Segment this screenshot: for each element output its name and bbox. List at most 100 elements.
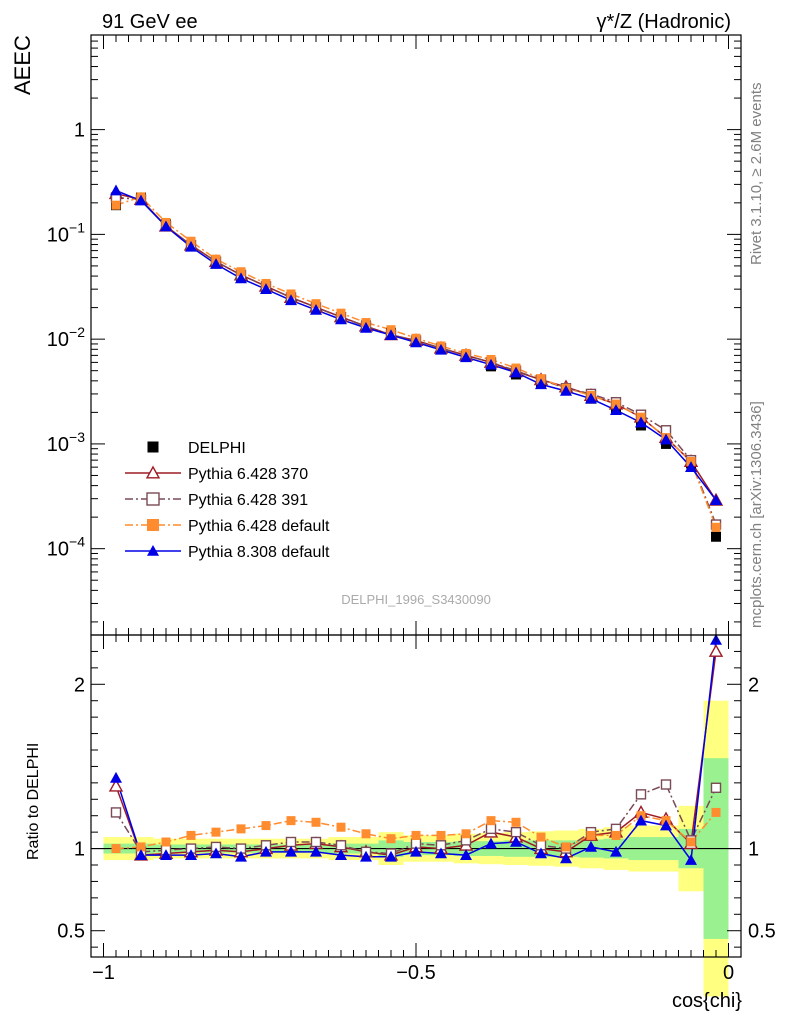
main-y-axis-label: AEEC — [10, 35, 35, 95]
ratio-pythia-6-428-default-point — [461, 829, 471, 839]
ratio-y-tick-label: 0.5 — [748, 921, 776, 943]
legend-pythia-6-428-default-label: Pythia 6.428 default — [188, 518, 330, 535]
ratio-pythia-8-308-default-point — [360, 850, 372, 862]
ratio-y-tick-label: 1 — [74, 839, 85, 861]
main-y-tick-label: 10−2 — [47, 324, 85, 351]
x-tick-label: −0.5 — [396, 962, 435, 984]
main-pythia-6-428-default-point — [711, 522, 721, 532]
main-pythia-8-308-default-point — [485, 358, 497, 370]
ratio-pythia-6-428-default-point — [136, 842, 146, 852]
legend-pythia-6-428-391-marker — [146, 492, 160, 506]
main-pythia-8-308-default-point — [110, 184, 122, 196]
main-y-tick-label: 10−1 — [47, 219, 85, 246]
ratio-pythia-6-428-391-point — [335, 840, 347, 851]
ratio-y-tick-label: 2 — [748, 674, 759, 696]
main-pythia-8-308-default-point — [335, 313, 347, 325]
ratio-pythia-6-428-default-point — [486, 816, 496, 826]
ratio-pythia-6-428-default-point — [261, 821, 271, 831]
main-y-tick-label: 10−4 — [47, 534, 85, 561]
main-pythia-8-308-default-point — [210, 258, 222, 269]
main-pythia-8-308-default-point — [560, 384, 572, 396]
legend-pythia-6-428-391-label: Pythia 6.428 391 — [188, 492, 308, 509]
main-pythia-8-308-default-point — [635, 416, 647, 428]
ratio-pythia-6-428-370-line — [115, 651, 717, 856]
ratio-pythia-8-308-default-point — [335, 849, 347, 860]
main-pythia-8-308-default-point — [135, 194, 147, 206]
ratio-pythia-8-308-default-point — [535, 847, 547, 859]
ratio-pythia-8-308-default-point — [560, 852, 572, 864]
main-pythia-8-308-default-point — [460, 351, 472, 363]
ratio-pythia-8-308-default-point — [235, 850, 247, 862]
legend-delphi-label: DELPHI — [188, 440, 246, 457]
ratio-pythia-6-428-default-point — [311, 817, 321, 827]
ratio-pythia-8-308-default-point — [660, 819, 672, 831]
main-pythia-8-308-default-point — [585, 392, 597, 404]
legend-pythia-8-308-default-marker — [147, 545, 159, 556]
main-pythia-8-308-default-point — [410, 336, 422, 348]
ratio-pythia-8-308-default-point — [585, 840, 597, 852]
legend-pythia-8-308-default-label: Pythia 8.308 default — [188, 544, 330, 561]
ratio-pythia-6-428-default-point — [211, 827, 221, 837]
main-pythia-6-428-default-point — [111, 200, 121, 210]
main-pythia-8-308-default-point — [385, 329, 397, 341]
ratio-pythia-8-308-default-point — [135, 849, 147, 860]
ratio-y-tick-label: 1 — [748, 839, 759, 861]
ratio-pythia-6-428-default-point — [236, 824, 246, 834]
main-pythia-8-308-default-point — [185, 240, 197, 252]
ratio-pythia-8-308-default-point — [685, 854, 697, 865]
ratio-pythia-8-308-default-point — [110, 771, 122, 783]
ratio-pythia-8-308-default-point — [160, 849, 172, 860]
main-pythia-6-428-default-point — [336, 308, 346, 318]
main-pythia-8-308-default-point — [435, 343, 447, 355]
main-pythia-8-308-default-point — [510, 366, 522, 378]
ratio-pythia-8-308-default-point — [460, 849, 472, 860]
ratio-pythia-6-428-391-point — [710, 782, 722, 793]
main-pythia-8-308-default-point — [710, 494, 722, 506]
main-panel-content — [108, 184, 724, 542]
main-pythia-8-308-default-point — [660, 433, 672, 445]
main-pythia-8-308-default-point — [610, 404, 622, 415]
ratio-pythia-6-428-391-point — [510, 826, 522, 838]
ratio-pythia-6-428-default-point — [286, 816, 296, 826]
main-pythia-8-308-default-point — [160, 220, 172, 232]
ratio-pythia-6-428-391-point — [635, 789, 647, 800]
main-pythia-8-308-default-point — [535, 378, 547, 390]
ratio-pythia-8-308-default-point — [385, 850, 397, 862]
ratio-pythia-8-308-default-point — [435, 847, 447, 859]
ratio-pythia-6-428-default-point — [161, 837, 171, 847]
ratio-pythia-8-308-default-point — [410, 845, 422, 857]
analysis-watermark: DELPHI_1996_S3430090 — [341, 592, 491, 607]
main-pythia-8-308-default-point — [235, 272, 247, 284]
main-delphi-point — [711, 531, 721, 542]
ratio-pythia-6-428-default-point — [411, 830, 421, 840]
legend-pythia-6-428-370-marker — [145, 465, 161, 479]
ratio-pythia-6-428-370-point — [708, 643, 724, 657]
ratio-panel-content — [91, 633, 741, 997]
ratio-pythia-6-428-default-point — [361, 829, 371, 839]
main-pythia-8-308-default-point — [285, 294, 297, 306]
ratio-y-axis-label: Ratio to DELPHI — [25, 743, 42, 860]
ratio-pythia-8-308-default-point — [510, 836, 522, 847]
ratio-pythia-8-308-default-point — [260, 845, 272, 857]
main-pythia-6-428-default-point — [311, 299, 321, 309]
ratio-pythia-8-308-default-point — [635, 814, 647, 826]
ratio-y-tick-label: 2 — [74, 674, 85, 696]
rivet-version-label: Rivet 3.1.10, ≥ 2.6M events — [748, 83, 765, 266]
main-pythia-8-308-default-point — [260, 283, 272, 294]
ratio-pythia-6-428-default-point — [511, 817, 521, 827]
ratio-pythia-6-428-default-point — [336, 822, 346, 832]
ratio-pythia-6-428-default-point — [436, 830, 446, 840]
ratio-pythia-6-428-default-point — [711, 807, 721, 817]
ratio-pythia-6-428-default-point — [536, 832, 546, 842]
mcplots-label: mcplots.cern.ch [arXiv:1306.3436] — [748, 401, 765, 628]
ratio-pythia-6-428-default-point — [386, 834, 396, 844]
ratio-pythia-6-428-default-point — [686, 837, 696, 847]
ratio-pythia-8-308-default-point — [210, 847, 222, 859]
ratio-pythia-8-308-default-point — [610, 845, 622, 857]
ratio-pythia-8-308-default-point — [185, 849, 197, 860]
ratio-pythia-6-428-default-point — [611, 830, 621, 840]
ratio-pythia-6-428-default-point — [561, 842, 571, 852]
ratio-pythia-6-428-370-point — [108, 778, 124, 792]
main-pythia-8-308-default-point — [685, 461, 697, 472]
